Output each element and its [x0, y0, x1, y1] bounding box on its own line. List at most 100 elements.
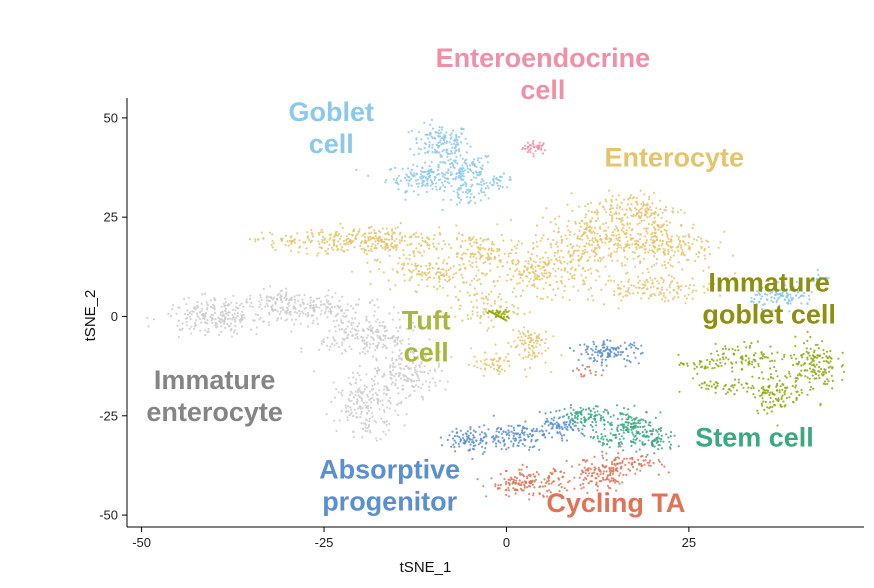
scatter-point [576, 367, 579, 370]
scatter-point [634, 265, 637, 268]
scatter-point [206, 318, 209, 322]
scatter-point [535, 471, 539, 474]
scatter-point [332, 319, 335, 322]
scatter-point [569, 406, 572, 409]
scatter-point [405, 397, 408, 400]
scatter-point [554, 270, 557, 273]
scatter-point [812, 355, 815, 358]
scatter-point [504, 356, 508, 359]
scatter-point [667, 436, 670, 439]
scatter-point [381, 399, 384, 402]
scatter-point [505, 493, 508, 496]
scatter-point [549, 283, 552, 287]
scatter-point [326, 294, 329, 297]
scatter-point [612, 434, 615, 437]
scatter-point [369, 301, 372, 304]
scatter-point [482, 302, 485, 305]
scatter-point [561, 296, 564, 299]
scatter-point [400, 358, 403, 361]
scatter-point [364, 352, 367, 355]
scatter-point [514, 269, 517, 272]
scatter-point [615, 250, 619, 253]
scatter-point [634, 207, 637, 210]
scatter-point [743, 340, 746, 343]
scatter-point [340, 248, 343, 251]
scatter-point [622, 473, 625, 476]
scatter-point [680, 246, 683, 249]
scatter-point [589, 468, 592, 471]
scatter-point [751, 360, 754, 363]
scatter-point [365, 345, 368, 348]
scatter-point [286, 307, 289, 310]
scatter-point [571, 413, 574, 416]
scatter-point [706, 366, 709, 369]
scatter-point [774, 291, 778, 294]
scatter-point [783, 393, 786, 396]
scatter-point [194, 321, 197, 324]
scatter-point [397, 372, 400, 375]
scatter-point [699, 366, 703, 369]
scatter-point [437, 165, 440, 168]
scatter-point [507, 424, 510, 427]
scatter-point [643, 193, 646, 196]
scatter-point [550, 298, 554, 301]
scatter-point [527, 262, 530, 265]
scatter-point [492, 179, 495, 182]
scatter-point [394, 166, 397, 169]
scatter-point [541, 277, 544, 280]
scatter-point [817, 374, 820, 377]
scatter-point [221, 310, 224, 313]
scatter-point [608, 470, 612, 473]
scatter-point [286, 240, 289, 243]
scatter-point [351, 334, 354, 337]
scatter-point [533, 351, 536, 354]
scatter-point [657, 214, 660, 217]
scatter-point [647, 271, 650, 274]
scatter-point [590, 272, 593, 275]
scatter-point [529, 151, 532, 154]
scatter-point [426, 177, 430, 180]
scatter-point [440, 268, 444, 271]
cluster-points [486, 309, 846, 427]
scatter-point [423, 272, 427, 275]
scatter-point [398, 363, 401, 366]
scatter-point [663, 465, 666, 468]
scatter-point [431, 187, 434, 190]
scatter-point [326, 240, 329, 243]
scatter-point [309, 296, 312, 299]
scatter-point [426, 173, 429, 176]
scatter-point [660, 438, 663, 441]
scatter-point [445, 272, 448, 275]
scatter-point [196, 300, 199, 304]
scatter-point [454, 178, 457, 181]
scatter-point [453, 434, 457, 438]
scatter-point [823, 368, 826, 371]
scatter-point [493, 181, 496, 184]
scatter-point [589, 201, 593, 204]
scatter-point [595, 269, 598, 272]
scatter-point [466, 248, 469, 251]
scatter-point [473, 277, 476, 280]
scatter-point [651, 430, 654, 433]
scatter-point [552, 288, 555, 291]
scatter-point [493, 300, 497, 303]
scatter-point [390, 229, 394, 232]
scatter-point [817, 273, 820, 276]
scatter-point [745, 382, 748, 385]
scatter-point [766, 406, 769, 409]
scatter-point [360, 391, 363, 394]
scatter-point [438, 126, 441, 129]
scatter-point [280, 239, 283, 242]
scatter-point [789, 302, 792, 305]
scatter-point [768, 393, 771, 397]
scatter-point [609, 339, 612, 342]
scatter-point [396, 177, 399, 180]
scatter-point [462, 178, 465, 181]
scatter-point [440, 444, 444, 447]
scatter-point [466, 167, 469, 170]
scatter-point [815, 363, 818, 366]
scatter-point [290, 318, 294, 321]
scatter-point [587, 407, 591, 410]
scatter-point [351, 327, 354, 330]
scatter-point [423, 175, 426, 178]
